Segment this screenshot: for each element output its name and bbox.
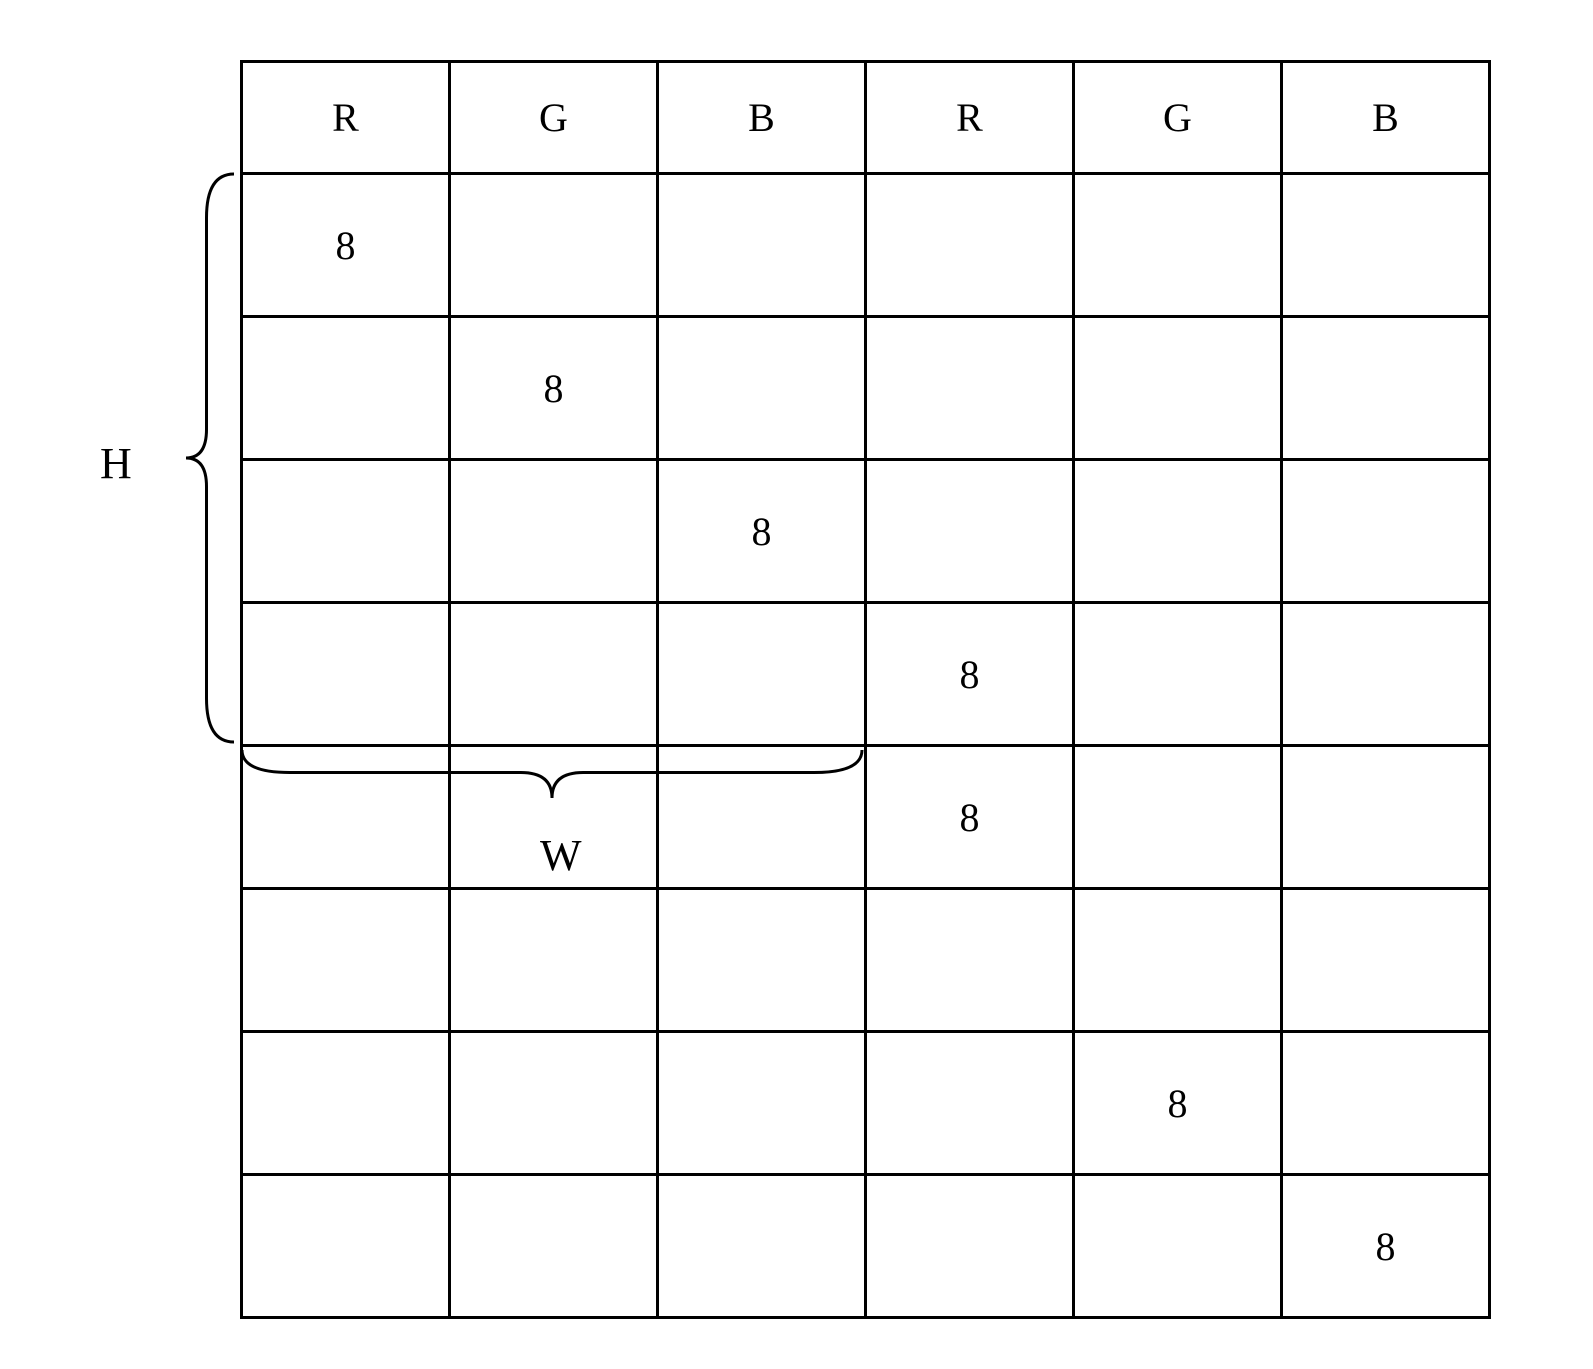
- table-row: 8: [242, 603, 1490, 746]
- grid-cell: [1282, 460, 1490, 603]
- grid-cell: [866, 317, 1074, 460]
- grid-cell: [658, 317, 866, 460]
- pixel-grid: R G B R G B 8 8 8: [240, 60, 1491, 1319]
- grid-cell: [450, 460, 658, 603]
- grid-cell: [1282, 603, 1490, 746]
- grid-cell: [1074, 1175, 1282, 1318]
- grid-cell: 8: [242, 174, 450, 317]
- grid-cell: [1282, 174, 1490, 317]
- col-header: B: [1282, 62, 1490, 174]
- grid-cell: [242, 889, 450, 1032]
- grid-cell: [866, 174, 1074, 317]
- grid-cell: 8: [866, 603, 1074, 746]
- grid-cell: [658, 603, 866, 746]
- w-brace-icon: [240, 750, 864, 800]
- grid-cell: [1074, 889, 1282, 1032]
- grid-cell: [866, 1032, 1074, 1175]
- table-row: 8: [242, 317, 1490, 460]
- col-header: G: [450, 62, 658, 174]
- grid-cell: [1074, 603, 1282, 746]
- grid-cell: [1074, 746, 1282, 889]
- grid-cell: 8: [658, 460, 866, 603]
- grid-cell: [658, 174, 866, 317]
- grid-cell: [1282, 889, 1490, 1032]
- grid-cell: [242, 317, 450, 460]
- grid-cell: [450, 174, 658, 317]
- table-row: 8: [242, 1175, 1490, 1318]
- h-label: H: [100, 438, 132, 489]
- grid-cell: 8: [866, 746, 1074, 889]
- diagram-container: R G B R G B 8 8 8: [240, 60, 1491, 1319]
- grid-cell: 8: [1074, 1032, 1282, 1175]
- table-row: 8: [242, 460, 1490, 603]
- w-label: W: [540, 830, 582, 881]
- grid-cell: [658, 889, 866, 1032]
- table-row: 8: [242, 1032, 1490, 1175]
- grid-cell: 8: [1282, 1175, 1490, 1318]
- table-row: 8: [242, 174, 1490, 317]
- grid-cell: [1074, 174, 1282, 317]
- grid-cell: [450, 1175, 658, 1318]
- grid-cell: [450, 1032, 658, 1175]
- grid-cell: [866, 460, 1074, 603]
- grid-cell: [658, 1175, 866, 1318]
- table-row: [242, 889, 1490, 1032]
- header-row: R G B R G B: [242, 62, 1490, 174]
- col-header: G: [1074, 62, 1282, 174]
- grid-cell: [450, 889, 658, 1032]
- grid-cell: [1074, 460, 1282, 603]
- grid-cell: [242, 1175, 450, 1318]
- grid-cell: [1074, 317, 1282, 460]
- grid-cell: [866, 889, 1074, 1032]
- grid-cell: [242, 1032, 450, 1175]
- h-brace-icon: [184, 172, 234, 744]
- grid-cell: [866, 1175, 1074, 1318]
- col-header: R: [866, 62, 1074, 174]
- grid-cell: [658, 1032, 866, 1175]
- grid-cell: [1282, 317, 1490, 460]
- col-header: R: [242, 62, 450, 174]
- grid-cell: [450, 603, 658, 746]
- grid-cell: 8: [450, 317, 658, 460]
- grid-cell: [1282, 1032, 1490, 1175]
- grid-cell: [242, 460, 450, 603]
- grid-cell: [1282, 746, 1490, 889]
- grid-cell: [242, 603, 450, 746]
- col-header: B: [658, 62, 866, 174]
